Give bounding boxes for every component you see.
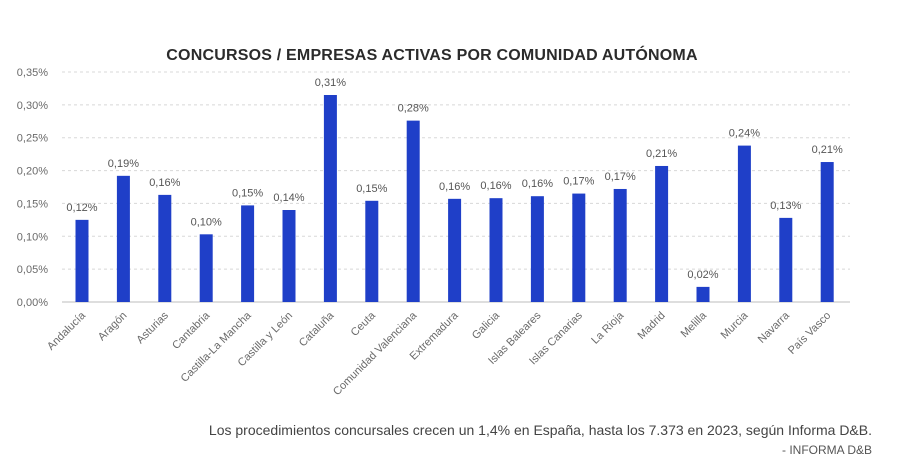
y-tick-label: 0,05% xyxy=(17,264,48,276)
data-label: 0,24% xyxy=(729,128,760,140)
data-label: 0,12% xyxy=(66,202,97,214)
bar xyxy=(365,200,379,302)
x-tick-label: Andalucía xyxy=(45,309,89,353)
data-label: 0,15% xyxy=(232,187,263,199)
y-tick-labels-layer: 0,35% 0,30% 0,25% 0,20% 0,15% 0,10% 0,05% 0,00% xyxy=(17,67,48,309)
data-label: 0,02% xyxy=(687,269,718,281)
bar xyxy=(820,162,834,302)
x-tick-label: Asturias xyxy=(134,309,171,346)
data-label: 0,31% xyxy=(315,77,346,89)
y-tick-label: 0,00% xyxy=(17,297,48,309)
bars-layer xyxy=(75,95,834,302)
data-label: 0,28% xyxy=(398,103,429,115)
data-label: 0,19% xyxy=(108,158,139,170)
data-label: 0,14% xyxy=(273,192,304,204)
data-label: 0,16% xyxy=(480,180,511,192)
bar xyxy=(572,193,586,302)
data-label: 0,16% xyxy=(522,178,553,190)
x-tick-label: Aragón xyxy=(96,310,130,344)
y-tick-label: 0,35% xyxy=(17,67,48,79)
x-tick-label: La Rioja xyxy=(589,309,627,347)
bar xyxy=(530,196,544,302)
bar xyxy=(241,205,255,302)
x-tick-label: Ceuta xyxy=(349,309,379,339)
chart: CONCURSOS / EMPRESAS ACTIVAS POR COMUNID… xyxy=(17,45,850,398)
caption-credit: - INFORMA D&B xyxy=(781,443,872,457)
bar-chart-svg: CONCURSOS / EMPRESAS ACTIVAS POR COMUNID… xyxy=(17,45,850,398)
x-tick-label: Castilla-La Mancha xyxy=(179,309,255,385)
x-tick-label: Murcia xyxy=(719,309,751,341)
y-tick-label: 0,15% xyxy=(17,198,48,210)
data-label: 0,16% xyxy=(149,177,180,189)
y-tick-label: 0,30% xyxy=(17,100,48,112)
data-label: 0,17% xyxy=(563,176,594,188)
bar xyxy=(75,219,89,302)
data-label: 0,17% xyxy=(605,171,636,183)
bar xyxy=(323,95,337,302)
x-tick-label: Navarra xyxy=(756,309,793,346)
y-tick-label: 0,10% xyxy=(17,231,48,243)
data-label: 0,21% xyxy=(646,148,677,160)
y-tick-label: 0,25% xyxy=(17,133,48,145)
data-labels-layer: 0,12% 0,19% 0,16% 0,10% 0,15% 0,14% 0,31% 0,15%… xyxy=(66,77,843,281)
x-tick-labels-layer: Andalucía Aragón Asturias CantabriaCastilla… xyxy=(45,309,833,398)
chart-title: CONCURSOS / EMPRESAS ACTIVAS POR COMUNID… xyxy=(166,45,698,64)
grid-layer xyxy=(62,71,850,303)
x-tick-label: Galicia xyxy=(470,309,503,342)
bar xyxy=(406,120,420,302)
bar xyxy=(696,286,710,302)
data-label: 0,10% xyxy=(191,216,222,228)
x-tick-label: Melilla xyxy=(679,309,710,340)
bar xyxy=(779,217,793,302)
caption-text: Los procedimientos concursales crecen un… xyxy=(208,422,872,438)
x-tick-label: Madrid xyxy=(635,310,667,342)
bar xyxy=(655,165,669,302)
data-label: 0,13% xyxy=(770,200,801,212)
bar xyxy=(489,198,503,302)
y-tick-label: 0,20% xyxy=(17,166,48,178)
bar xyxy=(282,210,296,302)
x-tick-label: País Vasco xyxy=(786,310,833,357)
bar xyxy=(199,234,213,302)
bar xyxy=(737,145,751,302)
bar xyxy=(448,198,462,302)
caption: Los procedimientos concursales crecen un… xyxy=(0,420,872,460)
x-tick-label: Cataluña xyxy=(297,309,337,349)
data-label: 0,21% xyxy=(812,144,843,156)
bar xyxy=(116,175,130,302)
bar xyxy=(158,194,172,302)
x-tick-label: Comunidad Valenciana xyxy=(331,309,420,398)
bar xyxy=(613,188,627,302)
data-label: 0,16% xyxy=(439,181,470,193)
x-tick-label: Cantabria xyxy=(170,309,213,352)
data-label: 0,15% xyxy=(356,183,387,195)
